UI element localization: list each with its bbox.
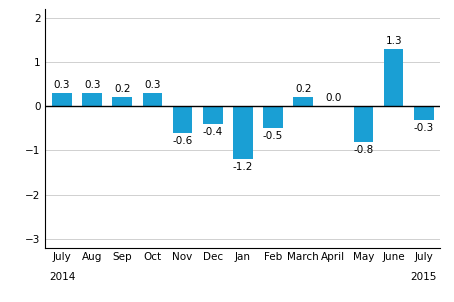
Bar: [143, 93, 162, 106]
Bar: [113, 98, 132, 106]
Bar: [82, 93, 102, 106]
Text: -0.6: -0.6: [173, 136, 192, 146]
Bar: [173, 106, 192, 133]
Text: 0.3: 0.3: [84, 80, 100, 90]
Bar: [233, 106, 253, 159]
Text: 0.2: 0.2: [295, 84, 311, 94]
Bar: [203, 106, 222, 124]
Text: -0.8: -0.8: [353, 145, 374, 155]
Bar: [293, 98, 313, 106]
Bar: [414, 106, 434, 120]
Bar: [354, 106, 373, 142]
Text: -0.4: -0.4: [202, 127, 223, 137]
Text: 1.3: 1.3: [385, 36, 402, 46]
Text: 0.3: 0.3: [144, 80, 161, 90]
Text: 2014: 2014: [49, 272, 75, 282]
Bar: [263, 106, 283, 128]
Text: -1.2: -1.2: [233, 162, 253, 172]
Text: 0.3: 0.3: [54, 80, 70, 90]
Text: 0.0: 0.0: [325, 93, 341, 103]
Text: -0.5: -0.5: [263, 131, 283, 141]
Bar: [384, 49, 404, 106]
Text: 0.2: 0.2: [114, 84, 131, 94]
Bar: [52, 93, 72, 106]
Text: 2015: 2015: [410, 272, 437, 282]
Text: -0.3: -0.3: [414, 123, 434, 133]
